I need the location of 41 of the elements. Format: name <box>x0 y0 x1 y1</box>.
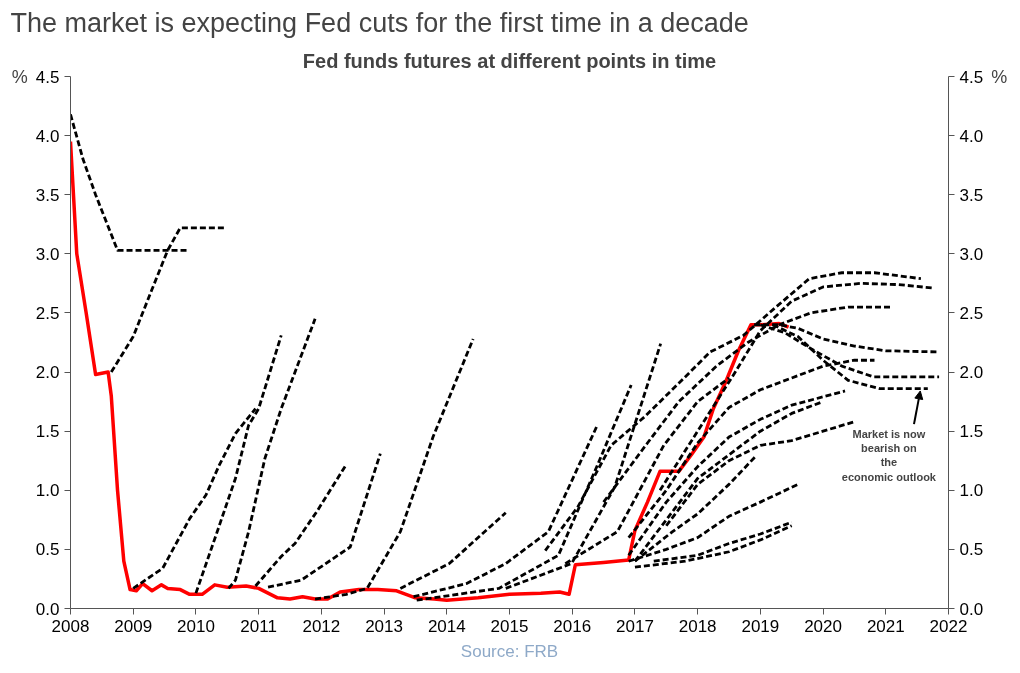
y-tick-label: 0.5 <box>35 540 60 560</box>
y-tick-label: 0.0 <box>35 599 60 619</box>
y2-tick-label: 2.5 <box>959 303 984 323</box>
y-tick-label: 3.5 <box>35 185 60 205</box>
source-note: Source: FRB <box>460 641 559 661</box>
y-axis-title: % <box>11 66 28 87</box>
y2-tick-label: 4.0 <box>959 126 984 146</box>
y2-tick-label: 0.0 <box>959 599 984 619</box>
x-tick-label: 2015 <box>490 616 529 636</box>
x-tick-label: 2009 <box>114 616 153 636</box>
y-tick-label: 1.5 <box>35 422 60 442</box>
x-tick-label: 2017 <box>616 616 654 636</box>
x-tick-label: 2016 <box>553 616 592 636</box>
y-tick-label: 4.5 <box>35 67 60 87</box>
y2-tick-label: 1.5 <box>959 422 984 442</box>
y-tick-label: 2.5 <box>35 303 60 323</box>
x-tick-label: 2012 <box>302 616 341 636</box>
x-tick-label: 2021 <box>866 616 905 636</box>
chart-subtitle: Fed funds futures at different points in time <box>302 49 717 72</box>
x-tick-label: 2011 <box>240 616 277 636</box>
y-tick-label: 4.0 <box>35 126 60 146</box>
x-tick-label: 2010 <box>177 616 215 636</box>
y-tick-label: 3.0 <box>35 244 60 264</box>
x-tick-label: 2018 <box>678 616 717 636</box>
x-tick-label: 2019 <box>741 616 780 636</box>
y2-axis-title: % <box>991 66 1008 87</box>
x-tick-label: 2022 <box>929 616 968 636</box>
y2-tick-label: 3.0 <box>959 244 984 264</box>
y2-tick-label: 0.5 <box>959 540 984 560</box>
x-tick-label: 2020 <box>804 616 842 636</box>
y-tick-label: 2.0 <box>35 363 60 383</box>
y2-tick-label: 3.5 <box>959 185 984 205</box>
chart-title: The market is expecting Fed cuts for the first time in a decade <box>10 7 749 38</box>
annotation: Market is now bearish on the economic outlook <box>841 427 937 483</box>
x-tick-label: 2008 <box>51 616 90 636</box>
x-tick-label: 2014 <box>427 616 466 636</box>
y2-tick-label: 2.0 <box>959 363 984 383</box>
y-tick-label: 1.0 <box>35 481 60 501</box>
y2-tick-label: 4.5 <box>959 67 984 87</box>
y2-tick-label: 1.0 <box>959 481 984 501</box>
x-tick-label: 2013 <box>365 616 403 636</box>
